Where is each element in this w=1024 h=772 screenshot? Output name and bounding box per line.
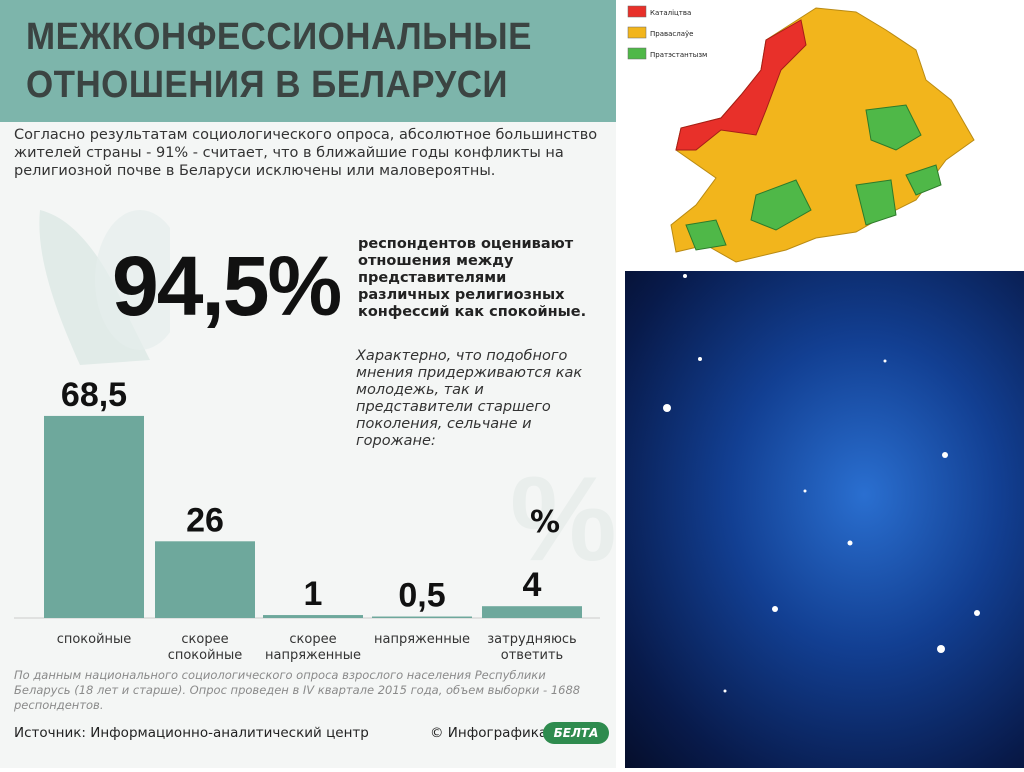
hands-icon bbox=[39, 210, 170, 365]
value-label: 4 bbox=[523, 566, 542, 604]
value-label: 26 bbox=[186, 501, 224, 539]
bar bbox=[44, 415, 144, 618]
legend-label: Пратэстантызм bbox=[650, 51, 707, 59]
footnote: По данным национального социологического… bbox=[14, 668, 581, 712]
headline-figure: 94,5% bbox=[112, 239, 342, 333]
highlight-text: респондентов оценивают отношения между п… bbox=[358, 236, 587, 320]
title: ОТНОШЕНИЯ В БЕЛАРУСИ bbox=[26, 64, 509, 106]
category-label: спокойные bbox=[57, 632, 132, 647]
value-label: 68,5 bbox=[61, 376, 127, 414]
map-panel: Каталіцтва Праваслаўе Пратэстантызм bbox=[616, 0, 1024, 271]
legend-swatch bbox=[627, 5, 647, 18]
map: Каталіцтва Праваслаўе Пратэстантызм bbox=[627, 5, 975, 263]
legend-label: Праваслаўе bbox=[650, 30, 693, 38]
category-label: скорее напряженные bbox=[265, 632, 361, 663]
intro: Согласно результатам социологического оп… bbox=[14, 127, 598, 179]
legend-swatch bbox=[627, 47, 647, 60]
unit-label: % bbox=[530, 505, 560, 540]
legend-label: Каталіцтва bbox=[650, 9, 691, 17]
bar bbox=[263, 615, 363, 618]
bar bbox=[482, 606, 582, 618]
value-label: 0,5 bbox=[398, 577, 445, 615]
source: Источник: Информационно-аналитический це… bbox=[14, 725, 369, 741]
category-label: затрудняюсь ответить bbox=[487, 632, 576, 663]
logo: БЕЛТА bbox=[543, 722, 609, 744]
bar bbox=[155, 541, 255, 618]
stars bbox=[663, 274, 980, 693]
watermark: % bbox=[510, 452, 616, 586]
highlight-note: Характерно, что подобного мнения придерж… bbox=[356, 348, 583, 449]
starfield bbox=[625, 271, 1024, 768]
title: МЕЖКОНФЕССИОНАЛЬНЫЕ bbox=[26, 16, 532, 58]
category-label: напряженные bbox=[374, 632, 470, 647]
legend-swatch bbox=[627, 26, 647, 39]
bar bbox=[372, 616, 472, 618]
infographic: МЕЖКОНФЕССИОНАЛЬНЫЕ ОТНОШЕНИЯ В БЕЛАРУСИ… bbox=[0, 0, 616, 768]
header bbox=[0, 0, 616, 122]
value-label: 1 bbox=[304, 575, 323, 613]
category-label: скорее спокойные bbox=[168, 632, 243, 663]
credit: © Инфографика bbox=[430, 725, 548, 741]
